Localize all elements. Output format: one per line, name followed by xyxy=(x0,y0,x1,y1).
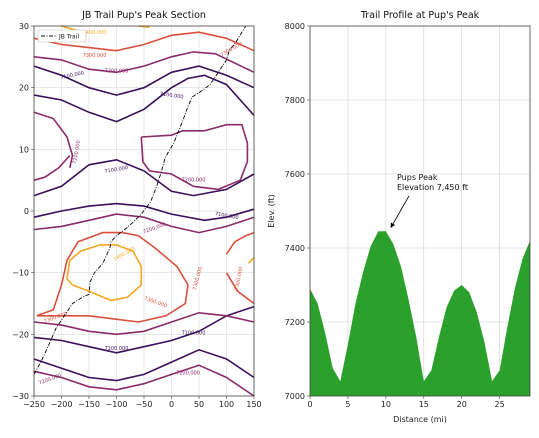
contour-7300 xyxy=(33,31,255,52)
contour-label: 7100.000 xyxy=(60,70,85,81)
y-tick-label: −20 xyxy=(12,330,29,339)
x-tick-label: 5 xyxy=(345,400,350,409)
trail-line xyxy=(33,25,247,375)
x-tick-label: 15 xyxy=(419,400,429,409)
contour-7200 xyxy=(140,123,249,191)
y-tick-label: 30 xyxy=(19,22,29,31)
profile-plot-frame xyxy=(309,25,531,397)
legend-box xyxy=(37,29,87,43)
contour-7200 xyxy=(33,51,255,74)
contour-7300 xyxy=(225,231,255,255)
profile-chart-title: Trail Profile at Pup's Peak xyxy=(360,10,480,21)
contour-label: 7300.000 xyxy=(220,41,244,58)
y-tick-label: 7800 xyxy=(285,96,305,105)
y-tick-label: 0 xyxy=(24,207,29,216)
elevation-area xyxy=(310,231,530,396)
contour-chart: JB Trail Pup's Peak Section 7400.000 7300… xyxy=(12,10,262,409)
contour-label: 7100.000 xyxy=(214,211,239,221)
contour-label: 7300.000 xyxy=(192,266,204,291)
jb-trail xyxy=(33,25,247,375)
contour-label: 7100.000 xyxy=(104,165,129,175)
contour-label: 7300.000 xyxy=(143,296,167,310)
contour-7100 xyxy=(33,348,255,382)
legend-entry: JB Trail xyxy=(58,34,79,41)
contour-label: 7200.000 xyxy=(176,370,200,376)
x-tick-label: 50 xyxy=(194,400,204,409)
x-tick-label: 20 xyxy=(457,400,467,409)
contour-7200 xyxy=(33,154,71,181)
contour-7100 xyxy=(33,65,255,96)
contour-7300 xyxy=(225,272,255,305)
contour-7300 xyxy=(36,231,189,323)
contour-7200 xyxy=(33,213,255,234)
contour-label: 7300.000 xyxy=(234,266,244,291)
contour-7100 xyxy=(33,74,255,123)
annotation-arrow xyxy=(390,195,410,228)
contour-label: 7100.000 xyxy=(182,330,206,336)
y-tick-label: −30 xyxy=(12,392,29,401)
profile-y-label: Elev. (ft) xyxy=(267,194,276,227)
y-tick-label: 10 xyxy=(19,145,29,154)
contour-label: 7200.000 xyxy=(182,177,206,183)
y-tick-label: −10 xyxy=(12,269,29,278)
y-tick-label: 7600 xyxy=(285,170,305,179)
y-tick-label: 7200 xyxy=(285,318,305,327)
x-tick-label: 25 xyxy=(495,400,505,409)
contour-chart-title: JB Trail Pup's Peak Section xyxy=(81,10,206,21)
contour-label: 7200.000 xyxy=(72,140,82,165)
x-tick-label: −50 xyxy=(136,400,153,409)
y-tick-label: 7000 xyxy=(285,392,305,401)
legend: JB Trail xyxy=(37,29,87,43)
contour-7200 xyxy=(33,311,255,336)
contour-7200 xyxy=(33,364,255,397)
annotation-text: Elevation 7,450 ft xyxy=(397,183,468,192)
x-tick-label: −100 xyxy=(106,400,128,409)
contour-label: 7100.000 xyxy=(159,91,183,100)
x-tick-label: −150 xyxy=(78,400,100,409)
contour-7400 xyxy=(66,244,143,302)
contour-label: 7200.000 xyxy=(142,222,166,236)
x-tick-label: 10 xyxy=(381,400,391,409)
contour-7100 xyxy=(33,202,255,222)
profile-grid xyxy=(309,25,530,397)
contour-7200 xyxy=(33,111,74,168)
profile-ticks: 0 5 10 15 20 25 7000 7200 7400 7600 7800 8000 xyxy=(285,22,505,409)
contour-label: 7300.000 xyxy=(83,53,107,59)
y-tick-label: 8000 xyxy=(285,22,305,31)
annotation-text: Pups Peak xyxy=(397,173,438,182)
contour-7100 xyxy=(33,305,255,354)
x-tick-label: 0 xyxy=(169,400,174,409)
profile-chart: Trail Profile at Pup's Peak 0 5 10 15 20 25 70… xyxy=(267,10,531,424)
contour-label: 7400.000 xyxy=(83,30,107,36)
x-tick-label: −200 xyxy=(51,400,73,409)
y-tick-label: 20 xyxy=(19,84,29,93)
profile-x-label: Distance (mi) xyxy=(393,415,447,424)
contour-label: 7100.000 xyxy=(105,346,129,352)
y-tick-label: 7400 xyxy=(285,244,305,253)
x-tick-label: −250 xyxy=(23,400,45,409)
contour-label: 7200.000 xyxy=(105,68,129,74)
contour-ticks: −250 −200 −150 −100 −50 0 50 100 150−30−20−10010… xyxy=(12,22,262,409)
x-tick-label: 100 xyxy=(219,400,234,409)
contour-7100 xyxy=(33,158,255,197)
x-tick-label: 150 xyxy=(246,400,261,409)
x-tick-label: 0 xyxy=(307,400,312,409)
contour-7400 xyxy=(247,256,255,264)
contour-label: 7300.000 xyxy=(43,311,67,325)
